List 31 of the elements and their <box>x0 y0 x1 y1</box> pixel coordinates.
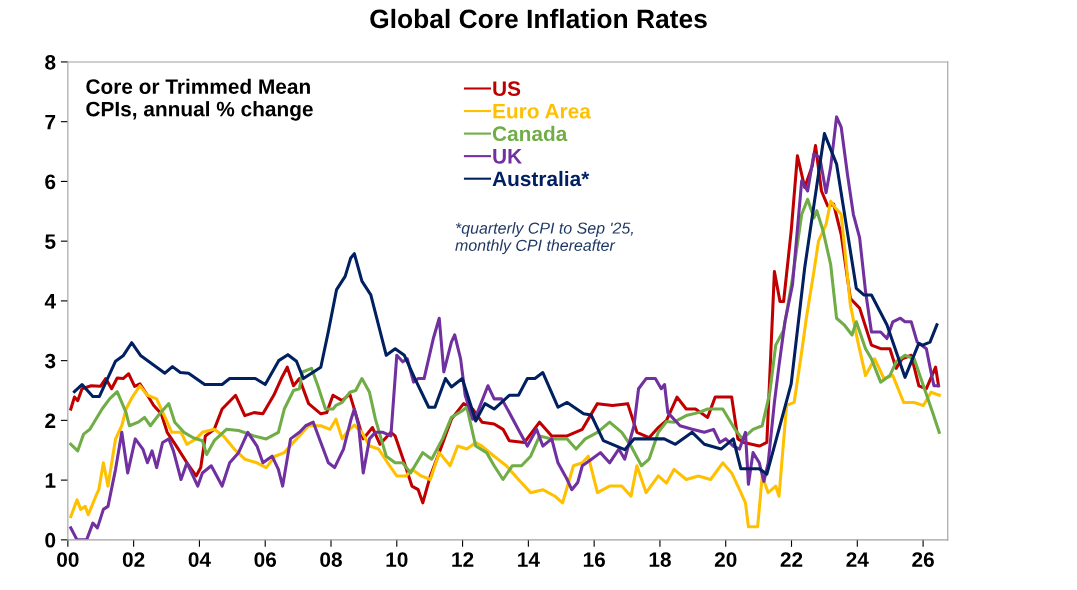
x-tick-label: 20 <box>714 552 737 567</box>
y-tick-label: 8 <box>45 54 56 70</box>
x-tick-label: 02 <box>122 552 145 567</box>
annotation: *quarterly CPI to Sep '25, monthly CPI thereafter <box>455 222 633 255</box>
x-tick-label: 22 <box>780 552 803 567</box>
x-tick-label: 10 <box>386 552 408 567</box>
x-tick-label: 18 <box>649 552 671 567</box>
legend-label: Canada <box>492 125 568 142</box>
x-tick-label: 16 <box>583 552 605 567</box>
y-tick-label: 4 <box>44 294 56 309</box>
x-tick-label: 14 <box>518 552 540 567</box>
x-tick-label: 06 <box>254 552 277 567</box>
annotation: Core or Trimmed Mean CPIs, annual % change <box>86 78 313 121</box>
x-tick-label: 24 <box>846 552 869 567</box>
legend-label: UK <box>493 149 522 164</box>
x-tick-label: 12 <box>452 552 474 567</box>
x-tick-label: 04 <box>188 552 211 567</box>
y-tick-label: 6 <box>45 174 56 190</box>
legend-label: Euro Area <box>493 104 591 119</box>
y-tick-label: 2 <box>45 413 56 428</box>
chart-title: Global Core Inflation Rates <box>370 8 707 29</box>
x-tick-label: 08 <box>320 552 342 567</box>
y-tick-label: 7 <box>45 114 56 130</box>
y-tick-label: 3 <box>44 353 56 369</box>
legend-label: Australia* <box>492 170 590 187</box>
y-tick-label: 5 <box>45 234 56 249</box>
y-tick-label: 1 <box>45 473 56 488</box>
y-tick-label: 0 <box>45 532 56 548</box>
x-tick-label: 26 <box>912 552 934 567</box>
x-tick-label: 00 <box>57 552 79 567</box>
legend-label: US <box>493 81 521 96</box>
